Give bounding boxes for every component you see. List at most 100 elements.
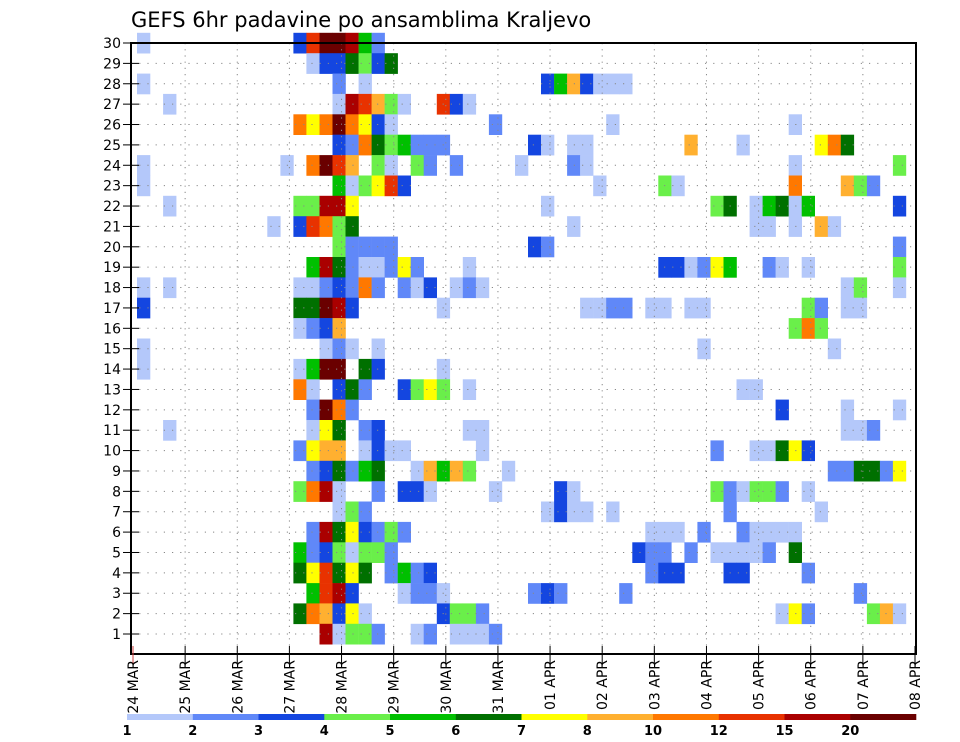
heatmap-cell [423, 155, 437, 176]
heatmap-cell [488, 114, 503, 135]
heatmap-cell [528, 134, 542, 156]
y-tick-label: 9 [112, 464, 121, 480]
heatmap-cell [449, 277, 464, 299]
heatmap-cell [345, 399, 359, 421]
heatmap-cell [137, 175, 151, 197]
heatmap-cell [697, 297, 711, 319]
heatmap-cell [332, 93, 346, 115]
heatmap-cell [384, 114, 398, 135]
heatmap-cell [593, 175, 607, 197]
y-tick-label: 15 [103, 342, 121, 358]
x-tick-label: 05 APR [752, 660, 768, 710]
heatmap-cell [462, 93, 477, 115]
heatmap-cell [710, 481, 724, 502]
heatmap-cell [775, 481, 789, 502]
heatmap-cell [853, 175, 868, 197]
heatmap-cell [449, 155, 464, 176]
y-tick-label: 24 [103, 158, 121, 174]
heatmap-cell [801, 195, 815, 217]
y-axis-ticks: 1234567891011121314151617181920212223242… [103, 36, 139, 643]
heatmap-cell [345, 236, 359, 258]
heatmap-cell [358, 562, 372, 584]
heatmap-cell [775, 440, 789, 462]
y-tick-label: 21 [103, 219, 121, 235]
heatmap-cell [749, 195, 763, 217]
heatmap-cell [410, 379, 424, 400]
heatmap-cell [606, 297, 620, 319]
heatmap-cell [892, 460, 907, 482]
heatmap-cell [397, 521, 411, 543]
heatmap-cell [801, 562, 815, 584]
heatmap-cell [866, 420, 881, 441]
colorbar-swatch [718, 714, 785, 720]
heatmap-cell [840, 460, 855, 482]
heatmap-cell [462, 277, 477, 299]
y-tick-label: 20 [103, 240, 121, 256]
heatmap-cell [449, 460, 464, 482]
heatmap-cell [384, 53, 398, 74]
heatmap-cell [423, 379, 437, 400]
colorbar-tick-label: 20 [841, 724, 859, 739]
heatmap-cell [384, 257, 398, 278]
heatmap-cell [462, 257, 477, 278]
heatmap-cell [332, 277, 346, 299]
heatmap-cell [332, 481, 346, 502]
colorbar-tick-label: 2 [188, 724, 197, 739]
y-tick-label: 28 [103, 77, 121, 93]
x-tick-label: 25 MAR [178, 660, 194, 714]
heatmap-cell [410, 134, 424, 156]
heatmap-cell [762, 216, 776, 237]
heatmap-cell [866, 460, 881, 482]
heatmap-cell [306, 216, 320, 237]
heatmap-cell [358, 73, 372, 95]
heatmap-cell [332, 134, 346, 156]
heatmap-cell [319, 216, 333, 237]
heatmap-cell [384, 155, 398, 176]
heatmap-cell [293, 297, 307, 319]
heatmap-cell [541, 73, 555, 95]
heatmap-cell [423, 583, 437, 604]
x-axis-ticks: 24 MAR 25 MAR 26 MAR 27 MAR 28 MAR 29 MAR 30 M… [126, 646, 924, 714]
heatmap-cell [892, 236, 907, 258]
heatmap-cell [319, 603, 333, 625]
heatmap-cell [332, 236, 346, 258]
heatmap-cell [319, 338, 333, 360]
colorbar-swatch [850, 714, 917, 720]
x-tick-label: 30 MAR [439, 660, 455, 714]
heatmap-cell [671, 562, 685, 584]
heatmap-cell [371, 460, 385, 482]
heatmap-cell [475, 603, 490, 625]
heatmap-cell [163, 420, 177, 441]
heatmap-cell [528, 236, 542, 258]
heatmap-cell [358, 277, 372, 299]
heatmap-cell [892, 155, 907, 176]
heatmap-cell [384, 236, 398, 258]
heatmap-cell [332, 257, 346, 278]
heatmap-cell [332, 440, 346, 462]
heatmap-cell [319, 114, 333, 135]
y-tick-label: 26 [103, 118, 121, 134]
heatmap-cell [306, 460, 320, 482]
heatmap-cell [488, 481, 503, 502]
heatmap-cell [827, 460, 842, 482]
y-tick-label: 11 [103, 423, 121, 439]
heatmap-cell [267, 216, 281, 237]
heatmap-cell [306, 481, 320, 502]
heatmap-cell [410, 481, 424, 502]
heatmap-cell [358, 114, 372, 135]
heatmap-cell [371, 420, 385, 441]
heatmap-cell [319, 623, 333, 645]
y-tick-label: 22 [103, 199, 121, 215]
y-tick-label: 16 [103, 321, 121, 337]
heatmap-cell [345, 134, 359, 156]
heatmap-cell [606, 114, 620, 135]
heatmap-cell [580, 73, 594, 95]
heatmap-cell [801, 481, 815, 502]
heatmap-cell [697, 338, 711, 360]
heatmap-cell [345, 338, 359, 360]
heatmap-cell [736, 542, 750, 563]
heatmap-cell [645, 521, 659, 543]
heatmap-cell [319, 358, 333, 380]
heatmap-cell [749, 216, 763, 237]
heatmap-cell [541, 195, 555, 217]
